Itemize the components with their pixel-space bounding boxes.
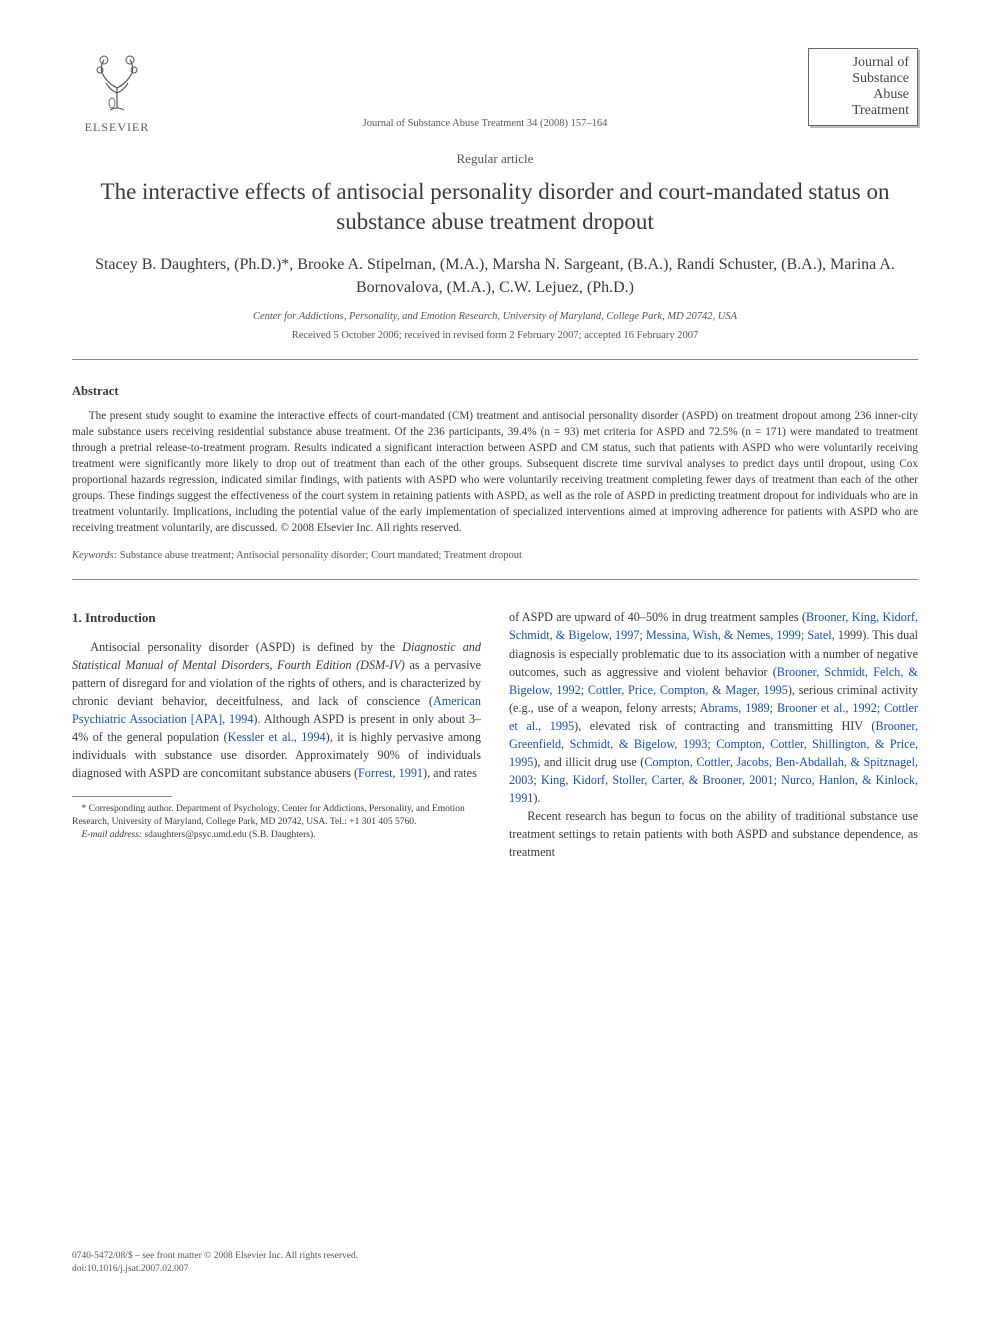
journal-logo-line: Journal of <box>817 55 909 71</box>
email-label: E-mail address: <box>82 830 143 840</box>
body-columns: 1. Introduction Antisocial personality d… <box>72 608 918 861</box>
footer-block: 0740-5472/08/$ – see front matter © 2008… <box>72 1250 358 1276</box>
authors-line: Stacey B. Daughters, (Ph.D.)*, Brooke A.… <box>72 253 918 299</box>
section-title: Introduction <box>85 610 156 625</box>
keywords-line: Keywords: Substance abuse treatment; Ant… <box>72 550 918 561</box>
citation-link[interactable]: Forrest, 1991 <box>358 766 423 780</box>
corresponding-author-footnote: * Corresponding author. Department of Ps… <box>72 803 481 829</box>
email-footnote: E-mail address: sdaughters@psyc.umd.edu … <box>72 829 481 842</box>
article-title: The interactive effects of antisocial pe… <box>72 177 918 237</box>
footer-doi: doi:10.1016/j.jsat.2007.02.007 <box>72 1263 358 1276</box>
section-number: 1. <box>72 610 82 625</box>
body-text: ), and rates <box>423 766 477 780</box>
footer-copyright: 0740-5472/08/$ – see front matter © 2008… <box>72 1250 358 1263</box>
body-text: Antisocial personality disorder (ASPD) i… <box>90 640 402 654</box>
elsevier-tree-icon <box>82 48 152 118</box>
body-paragraph: of ASPD are upward of 40–50% in drug tre… <box>509 608 918 807</box>
publisher-name: ELSEVIER <box>85 120 150 135</box>
rule-bottom <box>72 579 918 580</box>
body-text: ), and illicit drug use ( <box>533 755 644 769</box>
section-heading: 1. Introduction <box>72 608 481 627</box>
citation-link[interactable]: Kessler et al., 1994 <box>228 730 326 744</box>
column-right: of ASPD are upward of 40–50% in drug tre… <box>509 608 918 861</box>
journal-logo-line: Substance <box>817 71 909 87</box>
article-type: Regular article <box>72 151 918 167</box>
keywords-label: Keywords: <box>72 550 117 561</box>
journal-reference: Journal of Substance Abuse Treatment 34 … <box>162 48 808 129</box>
column-left: 1. Introduction Antisocial personality d… <box>72 608 481 861</box>
article-dates: Received 5 October 2006; received in rev… <box>72 330 918 341</box>
footnote-separator <box>72 796 172 797</box>
journal-logo-box: Journal of Substance Abuse Treatment <box>808 48 918 126</box>
body-paragraph: Recent research has begun to focus on th… <box>509 807 918 861</box>
abstract-text: The present study sought to examine the … <box>72 409 918 536</box>
abstract-heading: Abstract <box>72 384 918 399</box>
body-text: ). <box>533 791 540 805</box>
journal-logo-line: Treatment <box>817 103 909 119</box>
journal-logo-line: Abuse <box>817 87 909 103</box>
rule-top <box>72 359 918 360</box>
body-text: ), elevated risk of contracting and tran… <box>574 719 875 733</box>
header-row: ELSEVIER Journal of Substance Abuse Trea… <box>72 48 918 143</box>
keywords-text: Substance abuse treatment; Antisocial pe… <box>120 550 522 561</box>
affiliation: Center for Addictions, Personality, and … <box>72 311 918 322</box>
publisher-logo: ELSEVIER <box>72 48 162 143</box>
email-value: sdaughters@psyc.umd.edu (S.B. Daughters)… <box>144 830 315 840</box>
abstract-block: Abstract The present study sought to exa… <box>72 384 918 561</box>
body-text: of ASPD are upward of 40–50% in drug tre… <box>509 610 806 624</box>
body-paragraph: Antisocial personality disorder (ASPD) i… <box>72 638 481 782</box>
